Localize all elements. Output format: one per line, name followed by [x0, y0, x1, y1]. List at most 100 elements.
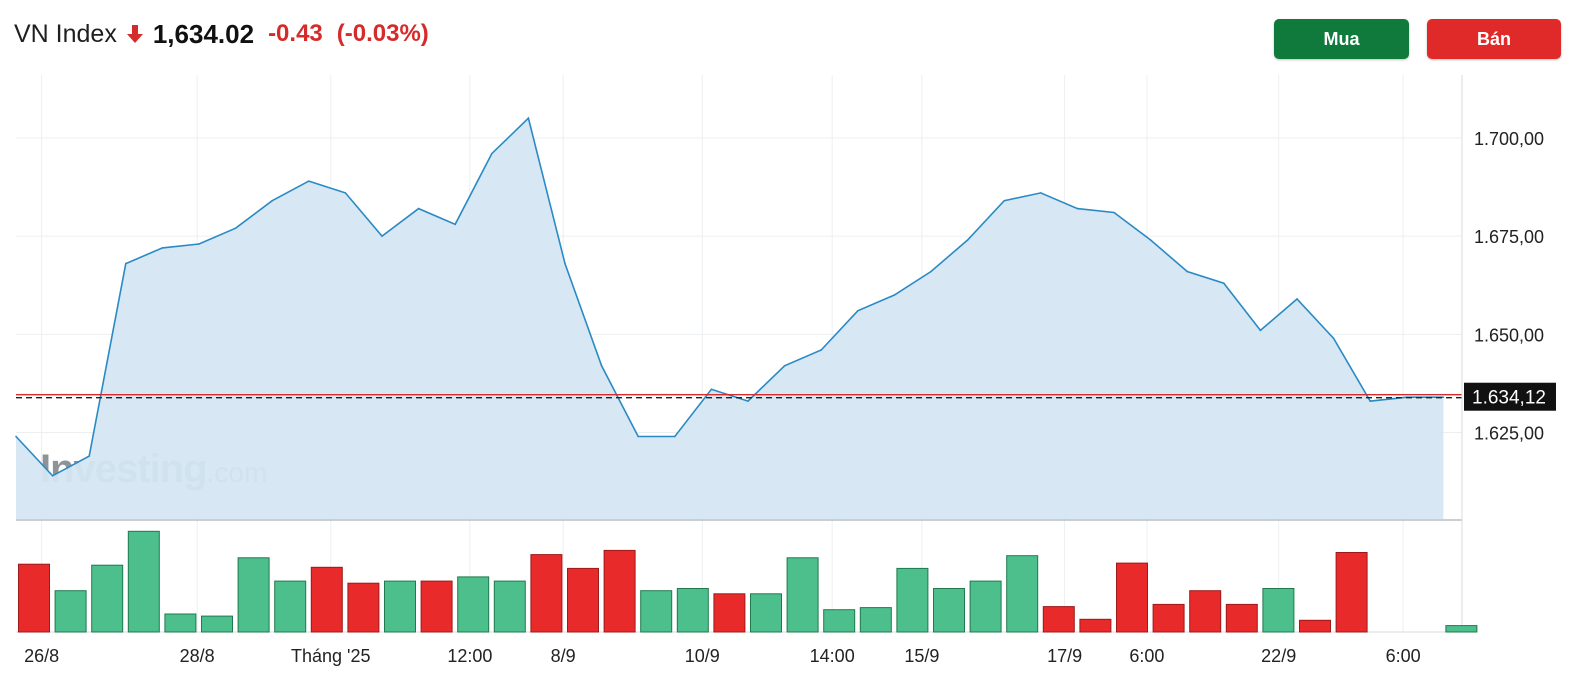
current-price-badge — [1464, 382, 1556, 411]
price-point — [600, 364, 603, 367]
volume-bar — [1116, 562, 1148, 633]
volume-bar — [1189, 590, 1222, 633]
volume-bar — [1079, 618, 1112, 633]
volume-bar — [786, 557, 819, 633]
price-point — [1186, 270, 1188, 273]
volume-bar — [1335, 552, 1368, 633]
volume-bar — [237, 557, 270, 633]
volume-bar — [1299, 619, 1331, 633]
x-tick-label: 12:00 — [447, 646, 492, 666]
price-point — [674, 435, 676, 438]
y-tick-label: 1.625,00 — [1474, 424, 1544, 444]
price-point — [820, 349, 822, 351]
x-tick-label: 6:00 — [1129, 646, 1164, 666]
price-point — [527, 117, 530, 120]
volume-bar — [274, 580, 307, 633]
volume-bar — [493, 580, 526, 633]
current-price-label: 1.634,12 — [1472, 388, 1546, 409]
price-point — [491, 152, 493, 155]
volume-bar — [750, 593, 782, 633]
price-change-percent: (-0.03%) — [336, 20, 429, 47]
volume-bar — [201, 615, 233, 633]
price-point — [161, 247, 164, 249]
volume-bar — [384, 580, 416, 633]
x-tick-label: 26/8 — [24, 646, 59, 666]
price-change: -0.43 — [268, 20, 323, 47]
x-tick-label: 28/8 — [180, 646, 215, 666]
x-tick-label: 22/9 — [1261, 646, 1296, 666]
volume-bar — [823, 609, 856, 633]
x-tick-label: 17/9 — [1047, 646, 1082, 666]
volume-bar — [1042, 606, 1075, 633]
price-point — [1040, 192, 1042, 194]
volume-bar — [530, 554, 563, 633]
price-point — [966, 239, 969, 241]
last-price: 1,634.02 — [152, 18, 255, 49]
price-point — [417, 207, 420, 210]
volume-bar — [969, 580, 1002, 633]
volume-bar — [1152, 603, 1185, 633]
price-point — [15, 435, 17, 438]
volume-bar — [1225, 603, 1258, 633]
price-point — [747, 400, 749, 402]
instrument-header: VN Index 1,634.02 -0.43 (-0.03%) — [14, 14, 429, 54]
y-tick-label: 1.675,00 — [1474, 227, 1544, 247]
price-point — [1369, 400, 1371, 402]
volume-bar — [54, 590, 87, 633]
volume-bar — [933, 588, 965, 633]
x-tick-label: 6:00 — [1386, 646, 1421, 666]
volume-bar — [676, 588, 709, 633]
price-point — [234, 227, 237, 230]
price-point — [637, 435, 639, 438]
volume-bar — [603, 549, 636, 633]
price-point — [564, 262, 566, 265]
volume-bar — [18, 563, 50, 633]
price-point — [381, 235, 383, 237]
buy-button[interactable]: Mua — [1274, 19, 1409, 59]
price-point — [1149, 239, 1152, 241]
volume-bar — [347, 582, 380, 633]
price-point — [308, 180, 310, 182]
volume-bar — [1262, 588, 1295, 633]
volume-bar — [164, 613, 197, 633]
price-point — [1003, 199, 1005, 202]
price-point — [930, 270, 932, 273]
volume-bar — [91, 564, 124, 633]
volume-bar — [859, 607, 892, 633]
volume-bar — [127, 530, 160, 633]
sell-button[interactable]: Bán — [1427, 19, 1561, 59]
volume-bar — [457, 576, 490, 633]
price-point — [88, 455, 90, 457]
volume-bar — [896, 567, 929, 633]
price-point — [710, 388, 713, 391]
price-point — [1259, 329, 1262, 332]
down-arrow-icon — [126, 25, 143, 43]
x-tick-label: 8/9 — [551, 646, 576, 666]
price-point — [198, 243, 200, 245]
volume-bar — [713, 593, 746, 633]
y-tick-label: 1.700,00 — [1474, 129, 1544, 149]
price-point — [454, 223, 457, 226]
volume-bar — [640, 590, 673, 633]
y-tick-label: 1.650,00 — [1474, 325, 1544, 345]
price-point — [857, 309, 859, 312]
volume-bar — [1445, 625, 1478, 633]
price-point — [51, 474, 54, 477]
volume-bar — [420, 580, 453, 633]
price-point — [1296, 298, 1298, 300]
price-point — [1113, 211, 1115, 214]
instrument-name: VN Index — [14, 19, 117, 48]
price-point — [1076, 207, 1079, 210]
price-point — [1332, 337, 1335, 340]
price-point — [1223, 282, 1225, 285]
volume-bar — [567, 567, 599, 633]
price-area — [16, 118, 1444, 519]
volume-bar — [310, 566, 343, 633]
x-tick-label: 10/9 — [685, 646, 720, 666]
price-point — [344, 192, 347, 194]
price-point — [893, 294, 896, 296]
x-tick-label: 14:00 — [810, 646, 855, 666]
price-point — [125, 262, 127, 265]
price-point — [271, 199, 274, 202]
